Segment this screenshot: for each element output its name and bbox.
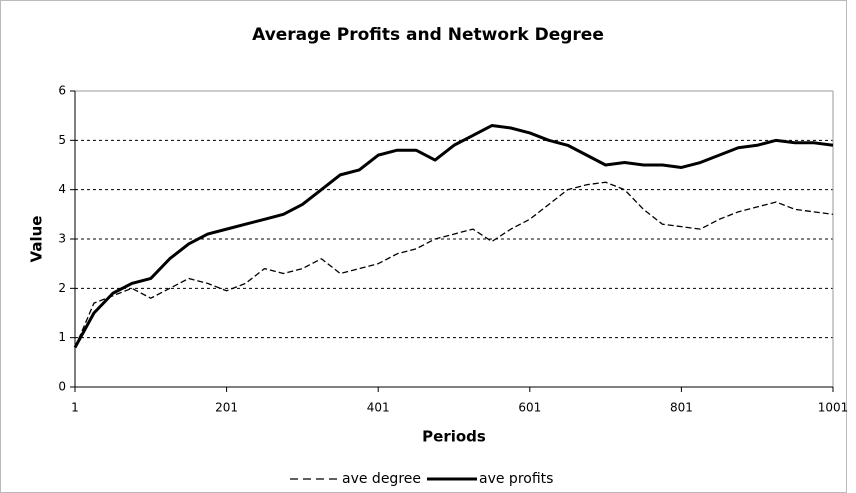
x-tick-label: 1001 xyxy=(818,401,849,415)
legend-label: ave profits xyxy=(479,471,553,487)
x-tick-label: 601 xyxy=(518,401,541,415)
x-axis-title: Periods xyxy=(422,428,486,446)
y-tick-label: 3 xyxy=(58,232,66,246)
legend-label: ave degree xyxy=(342,471,421,487)
chart-title: Average Profits and Network Degree xyxy=(252,25,604,45)
y-axis-title: Value xyxy=(28,216,46,263)
y-tick-label: 0 xyxy=(58,380,66,394)
x-tick-label: 1 xyxy=(71,401,79,415)
series-line xyxy=(74,181,834,348)
x-tick-label: 801 xyxy=(670,401,693,415)
x-tick-label: 401 xyxy=(367,401,390,415)
y-tick-label: 1 xyxy=(58,330,66,344)
y-tick-label: 4 xyxy=(58,182,66,196)
y-tick-label: 5 xyxy=(58,133,66,147)
x-tick-label: 201 xyxy=(215,401,238,415)
y-tick-label: 2 xyxy=(58,281,66,295)
y-tick-label: 6 xyxy=(58,84,66,98)
series-line xyxy=(73,124,834,349)
